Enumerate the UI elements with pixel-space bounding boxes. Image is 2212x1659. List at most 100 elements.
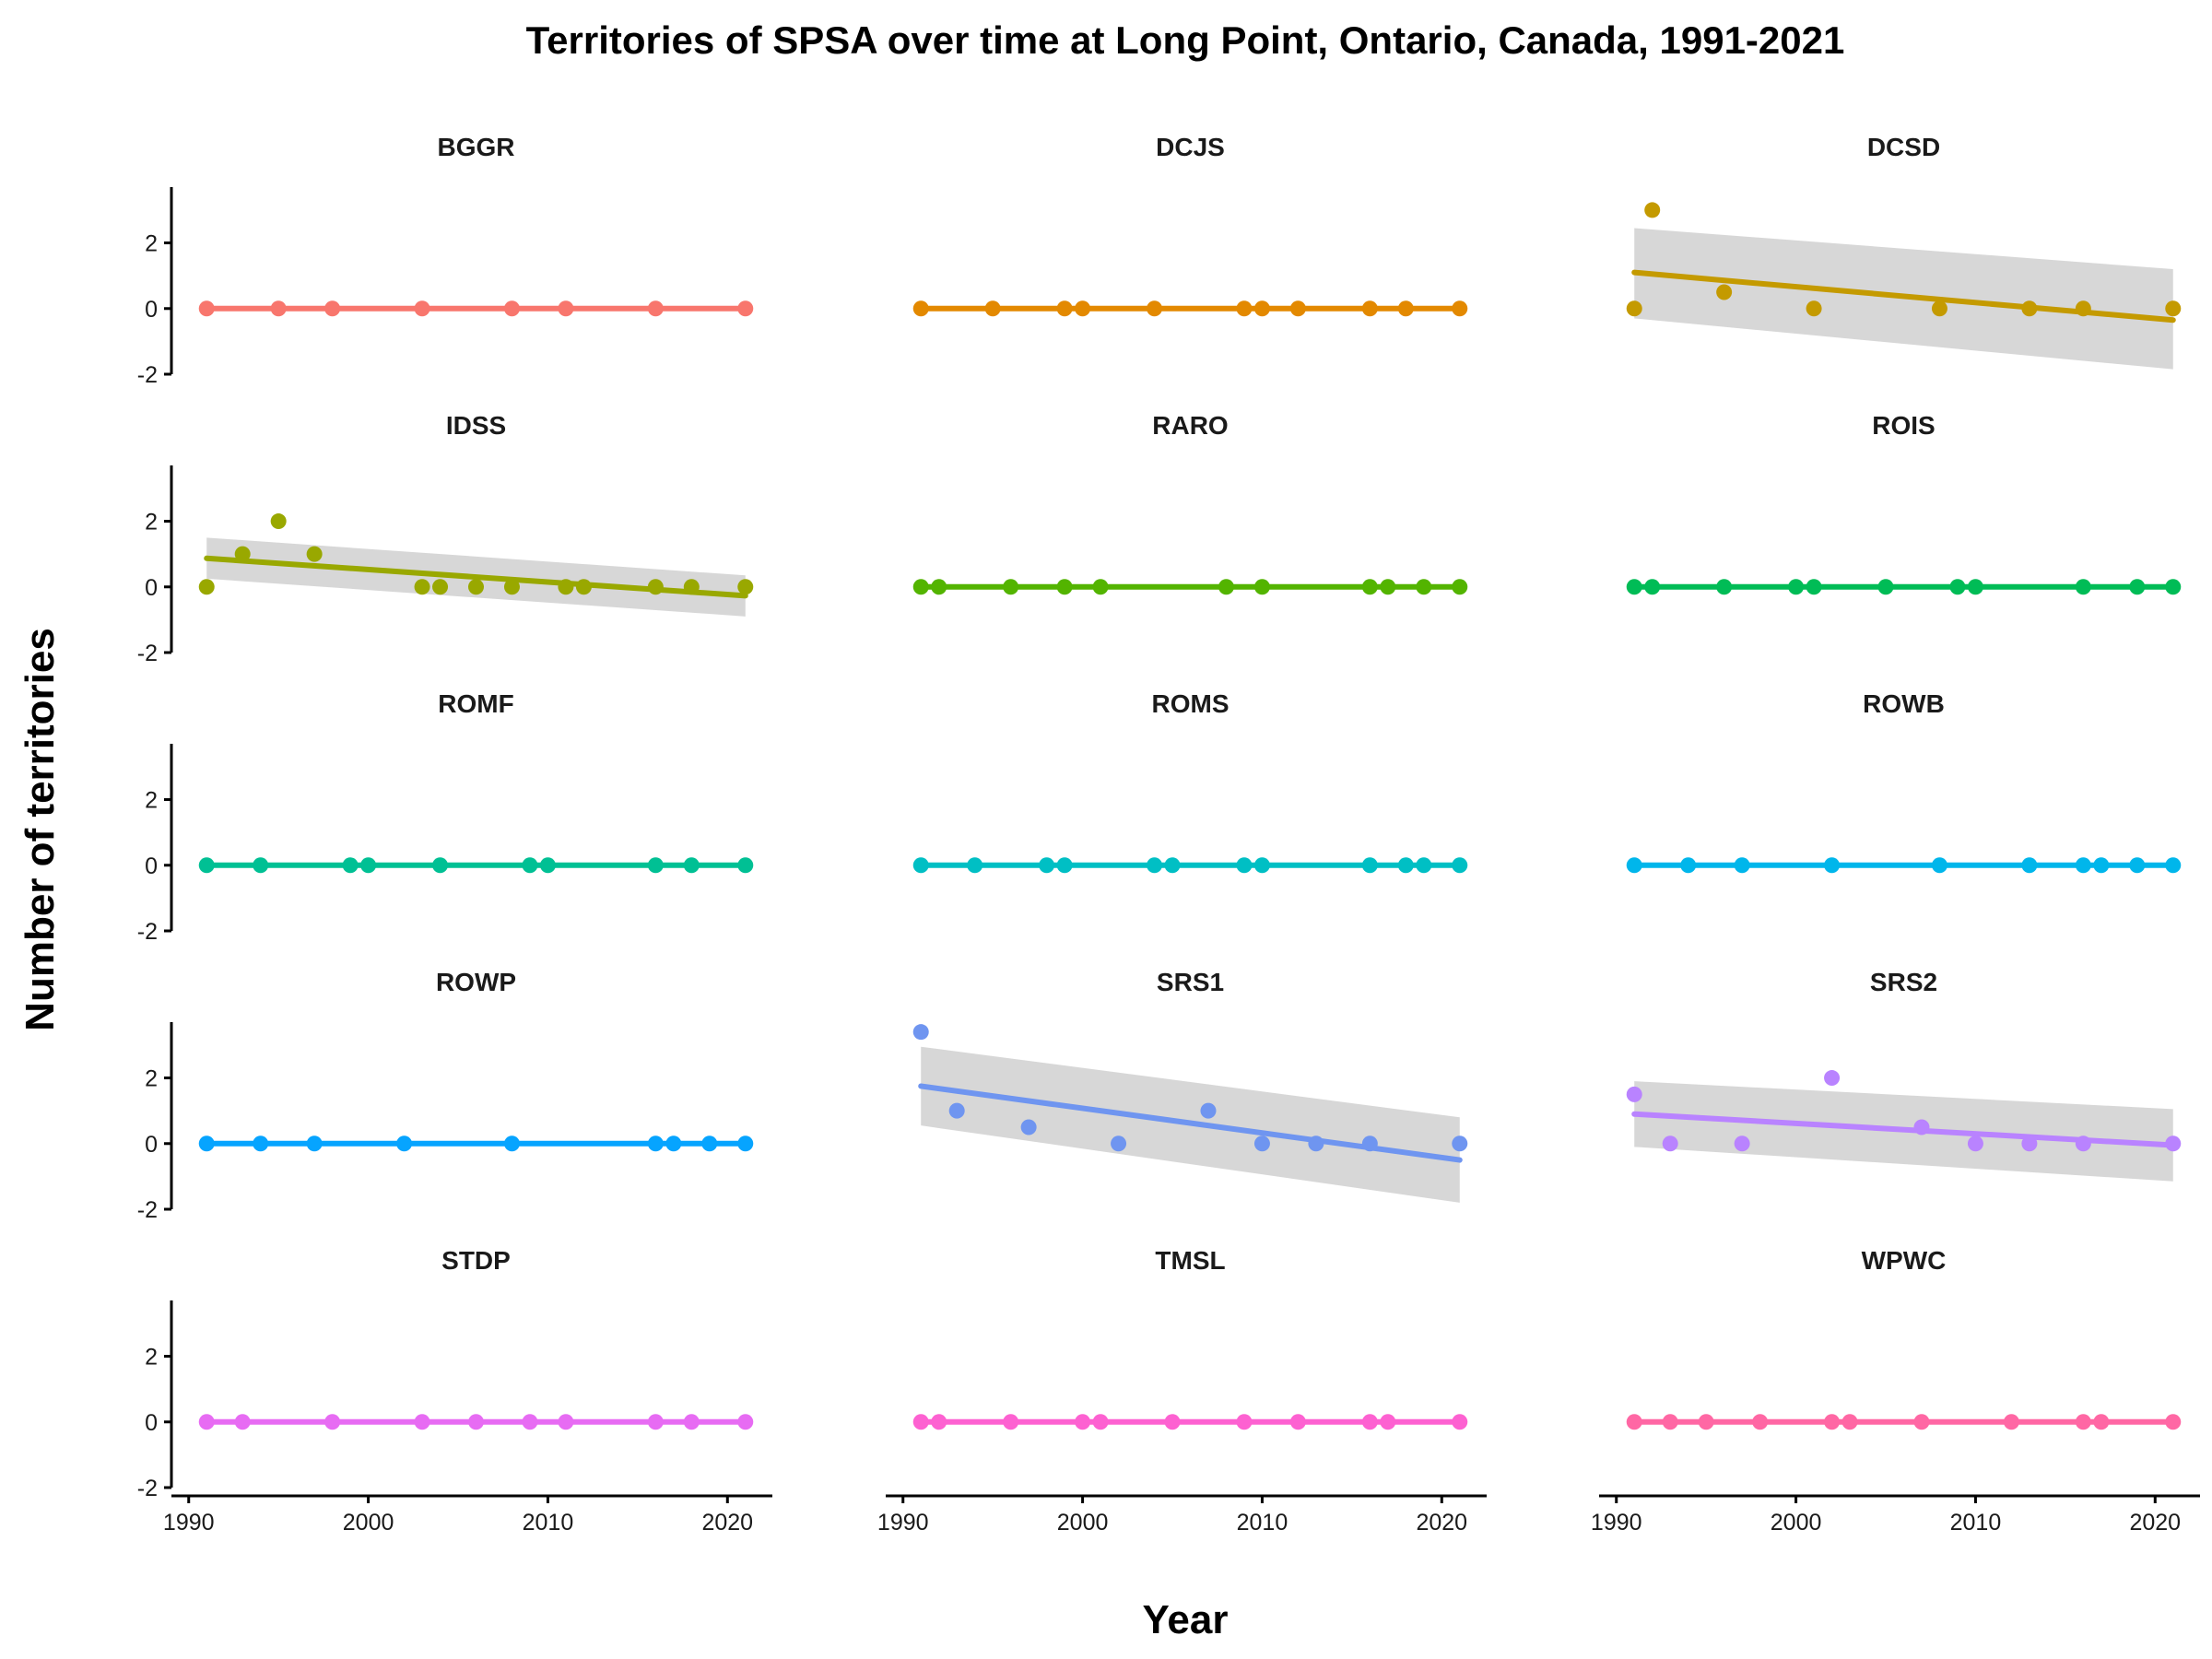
data-point — [912, 857, 929, 874]
x-axis-title: Year — [1143, 1597, 1229, 1642]
panel-label: WPWC — [1862, 1246, 1947, 1275]
x-tick-label: 1990 — [163, 1510, 215, 1535]
data-point — [1111, 1135, 1127, 1152]
data-point — [1626, 1414, 1642, 1430]
data-point — [1397, 300, 1414, 317]
x-tick-label: 2010 — [1950, 1510, 2002, 1535]
data-point — [503, 300, 520, 317]
panel-dcsd: DCSD — [1626, 133, 2182, 370]
data-point — [967, 857, 983, 874]
data-point — [683, 1414, 700, 1430]
data-point — [1716, 284, 1733, 300]
data-point — [2165, 579, 2182, 595]
data-point — [1734, 1135, 1750, 1152]
x-tick-label: 2020 — [701, 1510, 753, 1535]
panel-label: ROIS — [1872, 411, 1935, 440]
data-point — [468, 579, 484, 595]
data-point — [1626, 857, 1642, 874]
data-point — [324, 300, 341, 317]
data-point — [1644, 202, 1661, 218]
data-point — [984, 300, 1001, 317]
panel-stdp: STDP -2 0 2 1990 2000 2010 2020 — [137, 1246, 772, 1535]
y-tick-label: -2 — [137, 362, 158, 388]
data-point — [647, 1414, 664, 1430]
data-point — [1380, 579, 1396, 595]
data-point — [1164, 857, 1181, 874]
data-point — [1397, 857, 1414, 874]
data-point — [1361, 300, 1378, 317]
data-point — [1931, 857, 1947, 874]
data-point — [270, 300, 287, 317]
panel-tmsl: TMSL 1990 2000 2010 2020 — [877, 1246, 1487, 1535]
x-tick-label: 1990 — [1591, 1510, 1642, 1535]
data-point — [558, 300, 574, 317]
data-point — [647, 300, 664, 317]
y-tick-label: -2 — [137, 1197, 158, 1223]
data-point — [1662, 1414, 1678, 1430]
data-point — [912, 579, 929, 595]
data-point — [234, 1414, 251, 1430]
data-point — [1236, 857, 1253, 874]
data-point — [522, 857, 538, 874]
data-point — [1913, 1414, 1930, 1430]
panel-label: SRS2 — [1870, 968, 1937, 996]
y-tick-label: 0 — [145, 297, 158, 323]
x-tick-label: 2000 — [1771, 1510, 1822, 1535]
data-point — [1416, 857, 1432, 874]
panel-label: ROMF — [438, 689, 513, 718]
data-point — [198, 1414, 215, 1430]
data-point — [1967, 1135, 1983, 1152]
data-point — [737, 857, 754, 874]
data-point — [2165, 1414, 2182, 1430]
data-point — [1716, 579, 1733, 595]
data-point — [2003, 1414, 2019, 1430]
data-point — [1913, 1119, 1930, 1135]
panel-srs1: SRS1 — [912, 968, 1468, 1203]
data-point — [665, 1135, 682, 1152]
y-tick-label: 2 — [145, 788, 158, 814]
panel-label: DCJS — [1156, 133, 1225, 161]
data-point — [1662, 1135, 1678, 1152]
data-point — [503, 579, 520, 595]
data-point — [1253, 857, 1270, 874]
data-point — [737, 1414, 754, 1430]
data-point — [522, 1414, 538, 1430]
data-point — [1626, 579, 1642, 595]
panel-rowb: ROWB — [1626, 689, 2182, 874]
data-point — [1380, 1414, 1396, 1430]
data-point — [558, 579, 574, 595]
data-point — [1236, 1414, 1253, 1430]
data-point — [1931, 300, 1947, 317]
data-point — [468, 1414, 484, 1430]
data-point — [1361, 579, 1378, 595]
data-point — [931, 579, 947, 595]
data-point — [912, 1414, 929, 1430]
data-point — [306, 1135, 323, 1152]
panel-romf: ROMF -2 0 2 — [137, 689, 754, 945]
data-point — [1452, 1414, 1468, 1430]
panel-srs2: SRS2 — [1626, 968, 2182, 1182]
data-point — [253, 857, 269, 874]
data-point — [1824, 1414, 1841, 1430]
data-point — [2165, 300, 2182, 317]
data-point — [1967, 579, 1983, 595]
data-point — [647, 579, 664, 595]
data-point — [1680, 857, 1697, 874]
data-point — [647, 857, 664, 874]
panel-rowp: ROWP -2 0 2 — [137, 968, 754, 1223]
x-tick-label: 2020 — [1416, 1510, 1467, 1535]
y-tick-label: 0 — [145, 853, 158, 879]
data-point — [1075, 1414, 1091, 1430]
data-point — [1289, 300, 1306, 317]
x-tick-label: 2020 — [2129, 1510, 2181, 1535]
x-tick-label: 2010 — [1237, 1510, 1288, 1535]
data-point — [2129, 579, 2146, 595]
data-point — [396, 1135, 413, 1152]
data-point — [1452, 300, 1468, 317]
panel-wpwc: WPWC 1990 2000 2010 2020 — [1591, 1246, 2200, 1535]
data-point — [198, 857, 215, 874]
data-point — [948, 1102, 965, 1119]
data-point — [1056, 857, 1073, 874]
data-point — [2075, 1414, 2091, 1430]
data-point — [539, 857, 556, 874]
